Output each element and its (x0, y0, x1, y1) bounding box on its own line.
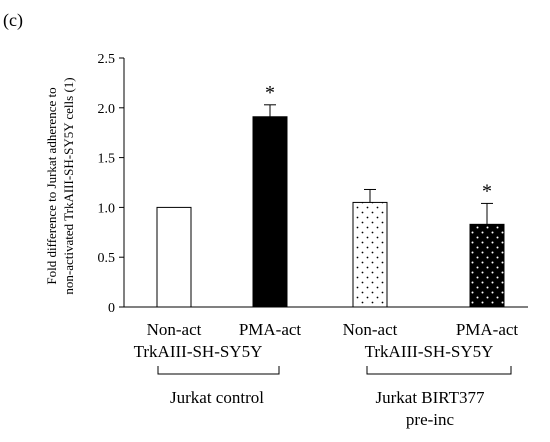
sublabel-2: TrkAIII-SH-SY5Y (365, 342, 494, 361)
group-label-2-line-2: pre-inc (406, 410, 455, 429)
y-tick-label: 1.0 (98, 201, 116, 216)
category-label-1: Non-act (147, 320, 202, 339)
category-label-2: PMA-act (239, 320, 302, 339)
bar-3 (352, 201, 388, 308)
bar-4 (469, 223, 505, 308)
group-bracket-1 (157, 366, 280, 375)
category-label-3: Non-act (343, 320, 398, 339)
y-tick-label: 2.5 (98, 52, 116, 67)
error-bars (264, 104, 493, 225)
y-axis-title-line-2: non-activated TrkAIII-SH-SY5Y cells (1) (61, 77, 76, 294)
category-labels: Non-act PMA-act Non-act PMA-act (147, 320, 519, 339)
bar-2 (252, 116, 288, 308)
y-tick-label: 0 (108, 301, 115, 316)
y-ticks: 0 0.5 1.0 1.5 2.0 2.5 (98, 52, 124, 316)
y-tick-label: 2.0 (98, 102, 116, 117)
category-label-4: PMA-act (456, 320, 519, 339)
bars (156, 116, 505, 308)
panel-label: (c) (3, 10, 23, 31)
significance-star-4: * (482, 180, 492, 202)
bar-1 (156, 206, 192, 308)
significance-markers: ** (265, 82, 492, 203)
y-axis-title-line-1: Fold difference to Jurkat adherence to (44, 87, 59, 284)
y-axis-title: Fold difference to Jurkat adherence to n… (44, 77, 76, 294)
group-bracket-2 (366, 366, 512, 375)
significance-star-2: * (265, 82, 275, 104)
sublabel-1: TrkAIII-SH-SY5Y (134, 342, 263, 361)
y-tick-label: 1.5 (98, 152, 116, 167)
y-tick-label: 0.5 (98, 251, 116, 266)
group-label-1: Jurkat control (170, 388, 264, 407)
group-label-2-line-1: Jurkat BIRT377 (376, 388, 485, 407)
